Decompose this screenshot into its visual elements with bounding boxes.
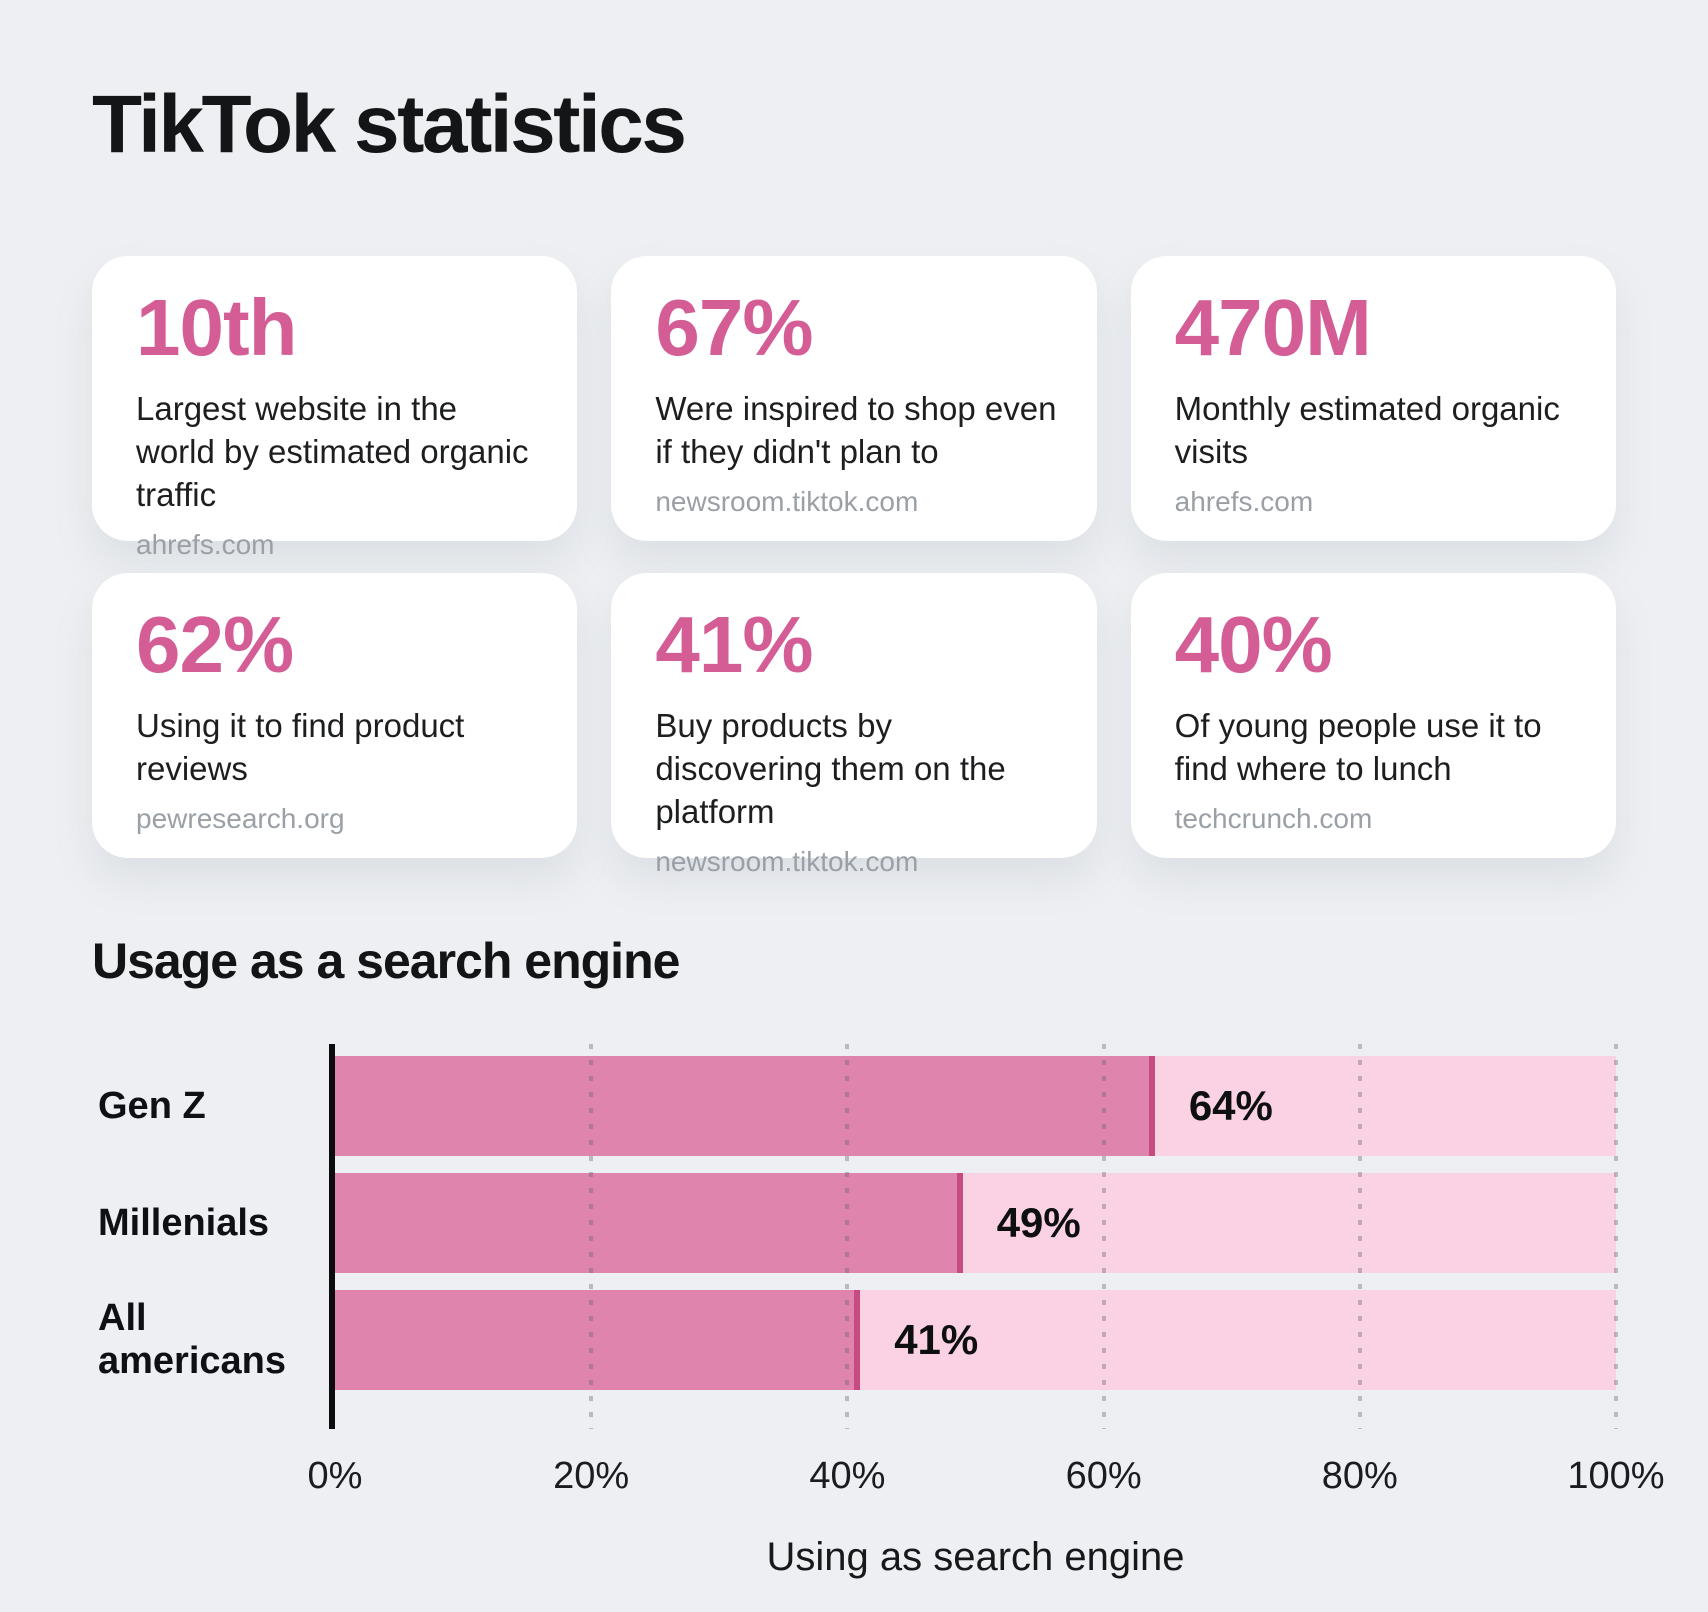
stat-description: Monthly estimated organic visits [1174, 390, 1560, 470]
stat-value: 40% [1174, 600, 1333, 689]
stat-source: newsroom.tiktok.com [655, 845, 919, 877]
bar-value-label: 64% [1188, 1082, 1273, 1129]
stat-source: newsroom.tiktok.com [655, 485, 919, 517]
bar-fill [335, 1290, 861, 1390]
plot-area: 64% 49% 41% [329, 1044, 1618, 1429]
x-axis-title: Using as search engine [766, 1535, 1185, 1579]
bar-fill [335, 1056, 1155, 1156]
stat-description: Using it to find product reviews [136, 707, 465, 787]
x-tick-label: 20% [553, 1455, 630, 1497]
stat-description: Of young people use it to find where to … [1174, 707, 1542, 787]
section-title: Usage as a search engine [92, 933, 680, 989]
stat-source: techcrunch.com [1174, 802, 1373, 834]
stat-card: 10th Largest website in the world by esti… [92, 256, 578, 560]
bar-row: 41% [335, 1290, 1616, 1390]
category-label: All americans [98, 1297, 287, 1382]
x-tick-label: 40% [809, 1455, 886, 1497]
bar-track: 49% [335, 1173, 1616, 1273]
x-tick-label: 100% [1567, 1455, 1665, 1497]
stat-card: 40% Of young people use it to find where … [1130, 573, 1616, 858]
stat-source: ahrefs.com [136, 528, 275, 560]
stat-description: Buy products by discovering them on the … [655, 707, 1006, 830]
bar-fill [335, 1173, 963, 1273]
bar-value-label: 41% [894, 1316, 979, 1363]
stat-source: pewresearch.org [136, 802, 345, 834]
stat-value: 41% [655, 600, 813, 689]
category-label: Millenials [98, 1201, 270, 1244]
bar-row: 64% [335, 1056, 1616, 1156]
stat-card: 62% Using it to find product reviews pewre… [92, 573, 578, 858]
usage-bar-chart: Gen Z Millenials All americans 64% 49% 41% 0… [92, 1044, 1665, 1580]
x-axis-ticks: 0% 20% 40% 60% 80% 100% [308, 1455, 1665, 1501]
stat-description: Were inspired to shop even if they didn'… [655, 390, 1057, 470]
x-tick-label: 60% [1065, 1455, 1142, 1497]
bar-track: 41% [335, 1290, 1616, 1390]
stat-card: 67% Were inspired to shop even if they di… [611, 256, 1097, 541]
stat-value: 10th [136, 283, 298, 372]
chart-body: Gen Z Millenials All americans 64% 49% 41% [92, 1044, 1618, 1429]
stat-card: 41% Buy products by discovering them on t… [611, 573, 1097, 877]
bar-track: 64% [335, 1056, 1616, 1156]
x-tick-label: 80% [1321, 1455, 1398, 1497]
stat-description: Largest website in the world by estimate… [136, 390, 529, 513]
stat-cards-grid: 10th Largest website in the world by esti… [92, 256, 1616, 877]
x-tick-label: 0% [307, 1455, 363, 1497]
bar-value-label: 49% [996, 1199, 1081, 1246]
bar-row: 49% [335, 1173, 1616, 1273]
stat-card: 470M Monthly estimated organic visits ahre… [1130, 256, 1616, 541]
page-title: TikTok statistics [92, 79, 687, 170]
category-label: Gen Z [98, 1084, 206, 1127]
stat-source: ahrefs.com [1174, 485, 1314, 517]
stat-value: 470M [1174, 283, 1372, 372]
stat-value: 62% [136, 600, 294, 689]
category-labels: Gen Z Millenials All americans [92, 1044, 329, 1429]
stat-value: 67% [655, 283, 813, 372]
